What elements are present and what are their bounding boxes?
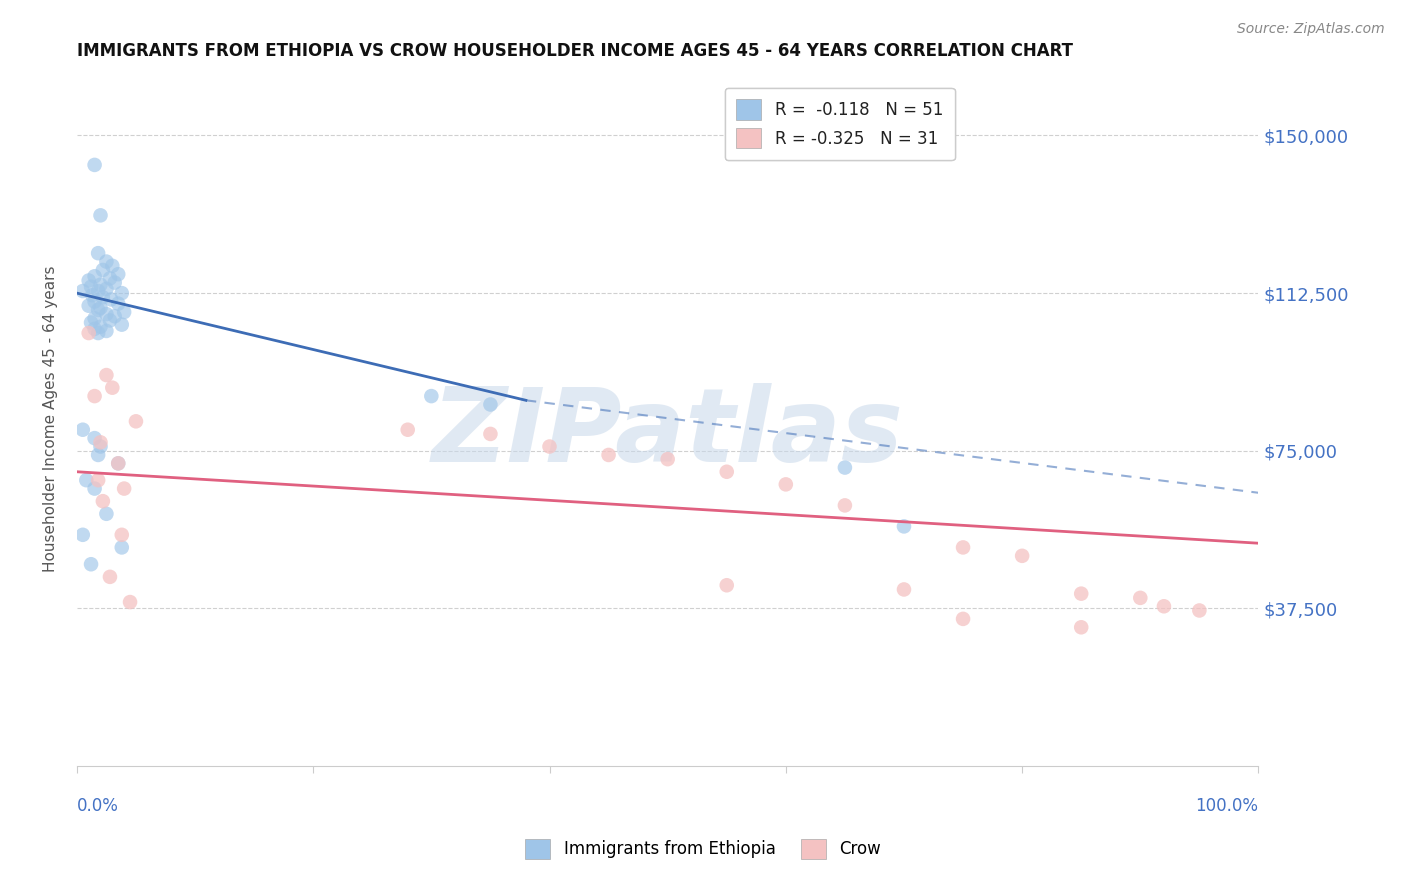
Point [538, 440, 561, 454]
Point [598, 448, 620, 462]
Text: 0.0%: 0.0% [77, 797, 118, 814]
Point [96, 254, 118, 268]
Text: 100.0%: 100.0% [1195, 797, 1258, 814]
Point [87, 473, 110, 487]
Legend: R =  -0.118   N = 51, R = -0.325   N = 31: R = -0.118 N = 51, R = -0.325 N = 31 [724, 87, 955, 160]
Point [96, 507, 118, 521]
Point [89, 208, 111, 222]
Point [83, 389, 105, 403]
Point [87, 326, 110, 340]
Text: Source: ZipAtlas.com: Source: ZipAtlas.com [1237, 22, 1385, 37]
Point [1188, 603, 1211, 617]
Point [1011, 549, 1033, 563]
Point [96, 307, 118, 321]
Point [87, 448, 110, 462]
Point [657, 452, 679, 467]
Point [893, 519, 915, 533]
Point [96, 368, 118, 382]
Point [72, 528, 94, 542]
Point [89, 277, 111, 292]
Point [83, 294, 105, 309]
Point [83, 431, 105, 445]
Point [89, 440, 111, 454]
Point [420, 389, 443, 403]
Point [107, 456, 129, 470]
Point [96, 282, 118, 296]
Point [82, 288, 104, 302]
Point [111, 541, 134, 555]
Point [111, 286, 134, 301]
Point [72, 423, 94, 437]
Point [479, 426, 502, 441]
Point [716, 578, 738, 592]
Point [104, 310, 127, 324]
Point [1070, 620, 1092, 634]
Point [1153, 599, 1175, 614]
Point [83, 158, 105, 172]
Point [72, 284, 94, 298]
Point [83, 311, 105, 326]
Point [91, 263, 114, 277]
Point [893, 582, 915, 597]
Point [775, 477, 797, 491]
Point [112, 482, 135, 496]
Point [101, 381, 124, 395]
Point [80, 558, 103, 572]
Point [834, 499, 856, 513]
Point [87, 302, 110, 317]
Point [89, 435, 111, 450]
Point [91, 494, 114, 508]
Point [1129, 591, 1152, 605]
Point [952, 612, 974, 626]
Point [98, 570, 121, 584]
Point [112, 305, 135, 319]
Point [716, 465, 738, 479]
Point [98, 271, 121, 285]
Point [80, 280, 103, 294]
Point [952, 541, 974, 555]
Point [107, 267, 129, 281]
Point [80, 316, 103, 330]
Point [77, 326, 100, 340]
Legend: Immigrants from Ethiopia, Crow: Immigrants from Ethiopia, Crow [519, 832, 887, 866]
Point [77, 273, 100, 287]
Text: IMMIGRANTS FROM ETHIOPIA VS CROW HOUSEHOLDER INCOME AGES 45 - 64 YEARS CORRELATI: IMMIGRANTS FROM ETHIOPIA VS CROW HOUSEHO… [77, 42, 1073, 60]
Point [89, 301, 111, 315]
Point [479, 397, 502, 411]
Point [396, 423, 419, 437]
Point [87, 246, 110, 260]
Point [96, 324, 118, 338]
Point [98, 313, 121, 327]
Point [111, 528, 134, 542]
Y-axis label: Householder Income Ages 45 - 64 years: Householder Income Ages 45 - 64 years [44, 266, 58, 573]
Point [83, 322, 105, 336]
Point [107, 296, 129, 310]
Point [77, 299, 100, 313]
Point [89, 319, 111, 334]
Text: ZIPatlas: ZIPatlas [432, 383, 904, 483]
Point [125, 414, 148, 428]
Point [83, 269, 105, 284]
Point [75, 473, 97, 487]
Point [100, 293, 122, 307]
Point [101, 259, 124, 273]
Point [111, 318, 134, 332]
Point [87, 284, 110, 298]
Point [1070, 587, 1092, 601]
Point [91, 290, 114, 304]
Point [83, 482, 105, 496]
Point [834, 460, 856, 475]
Point [118, 595, 141, 609]
Point [107, 456, 129, 470]
Point [104, 276, 127, 290]
